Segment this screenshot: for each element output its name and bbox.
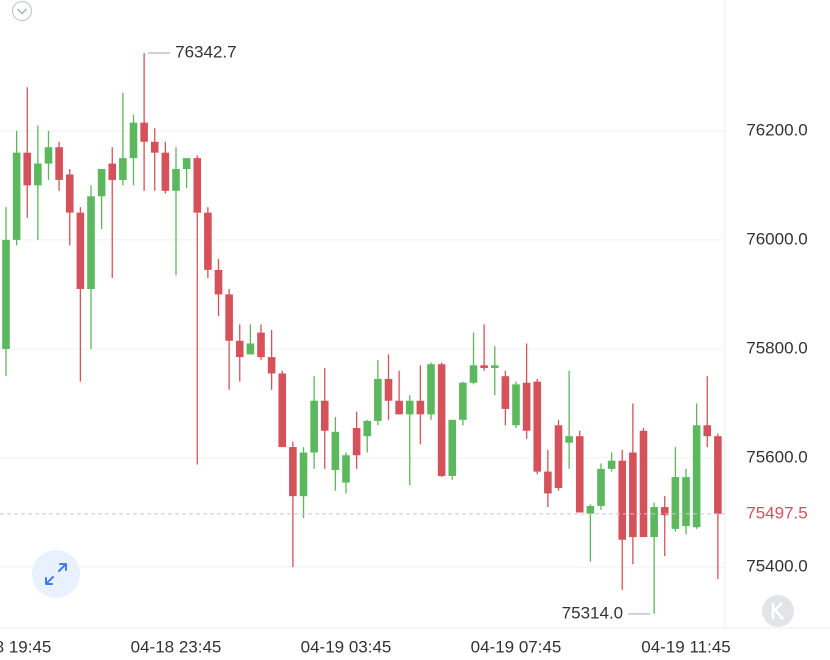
candle-body — [97, 169, 106, 197]
candle-body — [565, 436, 573, 443]
y-tick-label: 76200.0 — [746, 120, 807, 139]
candle-body — [140, 122, 148, 142]
candle-body — [682, 477, 690, 527]
grid — [0, 130, 725, 568]
candle-body — [586, 505, 595, 514]
candle-body — [267, 357, 276, 374]
candle-body — [193, 158, 202, 213]
candle-body — [427, 364, 435, 415]
candle-body — [289, 447, 297, 497]
candle-body — [575, 436, 584, 513]
candle-body — [119, 158, 127, 180]
candle-body — [278, 373, 287, 448]
candle-body — [692, 425, 701, 528]
last-price-label: 75497.5 — [746, 503, 807, 522]
candle-body — [639, 430, 648, 538]
candle-body — [129, 122, 138, 159]
candle-body — [363, 420, 372, 437]
candle-body — [629, 452, 637, 538]
candles — [0, 52, 725, 615]
candle-body — [490, 365, 499, 369]
labels: 75400.0 75600.0 75800.0 76000.0 76200.0 04-18… — [0, 43, 808, 657]
candle-body — [650, 507, 658, 538]
x-tick-label: 04-19 03:45 — [301, 637, 392, 656]
candle-body — [501, 376, 510, 409]
candle-body — [87, 196, 95, 289]
candle-body — [703, 425, 712, 437]
candle-body — [416, 400, 425, 415]
candle-body — [310, 400, 318, 453]
candle-body — [437, 364, 446, 476]
candle-body — [172, 169, 180, 191]
candle-body — [405, 400, 414, 415]
candle-body — [671, 477, 680, 529]
y-tick-label: 76000.0 — [746, 229, 807, 248]
candle-body — [607, 460, 616, 469]
candle-body — [55, 147, 63, 180]
candle-body — [469, 365, 478, 383]
high-marker-label: 76342.7 — [175, 43, 236, 62]
candle-body — [554, 425, 563, 488]
candle-body — [257, 332, 265, 358]
x-tick-label: 04-18 23:45 — [131, 637, 222, 656]
candle-body — [34, 163, 42, 186]
candle-body — [374, 378, 382, 421]
candle-body — [76, 212, 85, 289]
candle-body — [352, 427, 361, 456]
candle-body — [2, 239, 10, 349]
candle-body — [65, 174, 74, 213]
low-marker-label: 75314.0 — [562, 603, 623, 622]
candle-body — [459, 382, 467, 420]
candle-body — [618, 460, 627, 540]
candle-body — [320, 400, 329, 431]
x-tick-label: 04-18 19:45 — [0, 637, 51, 656]
expand-button[interactable] — [32, 550, 80, 598]
candle-body — [544, 471, 552, 494]
candle-body — [342, 455, 350, 483]
candle-body — [246, 343, 255, 355]
candle-body — [512, 384, 520, 426]
candle-body — [299, 452, 308, 497]
candle-body — [12, 152, 21, 240]
x-tick-label: 04-19 11:45 — [641, 637, 730, 656]
candle-body — [204, 212, 212, 270]
candle-body — [161, 152, 170, 191]
candle-body — [384, 378, 393, 401]
candle-body — [225, 294, 233, 341]
candle-body — [660, 507, 669, 516]
candle-body — [448, 419, 457, 476]
candle-body — [150, 141, 159, 153]
candle-body — [44, 147, 53, 164]
candle-body — [533, 381, 542, 472]
candle-body — [480, 365, 488, 369]
candle-body — [597, 468, 605, 506]
x-tick-label: 04-19 07:45 — [471, 637, 562, 656]
y-tick-label: 75600.0 — [746, 447, 807, 466]
candle-body — [235, 340, 244, 358]
candle-body — [395, 400, 403, 415]
candle-body — [108, 163, 117, 180]
candle-body — [714, 436, 722, 514]
candle-body — [182, 158, 191, 170]
candle-body — [214, 269, 223, 295]
kline-button[interactable] — [762, 595, 794, 627]
y-tick-label: 75400.0 — [746, 557, 807, 576]
candle-body — [331, 431, 340, 470]
candle-body — [522, 382, 531, 431]
collapse-button[interactable] — [11, 0, 33, 22]
candle-body — [23, 152, 32, 186]
y-tick-label: 75800.0 — [746, 338, 807, 357]
